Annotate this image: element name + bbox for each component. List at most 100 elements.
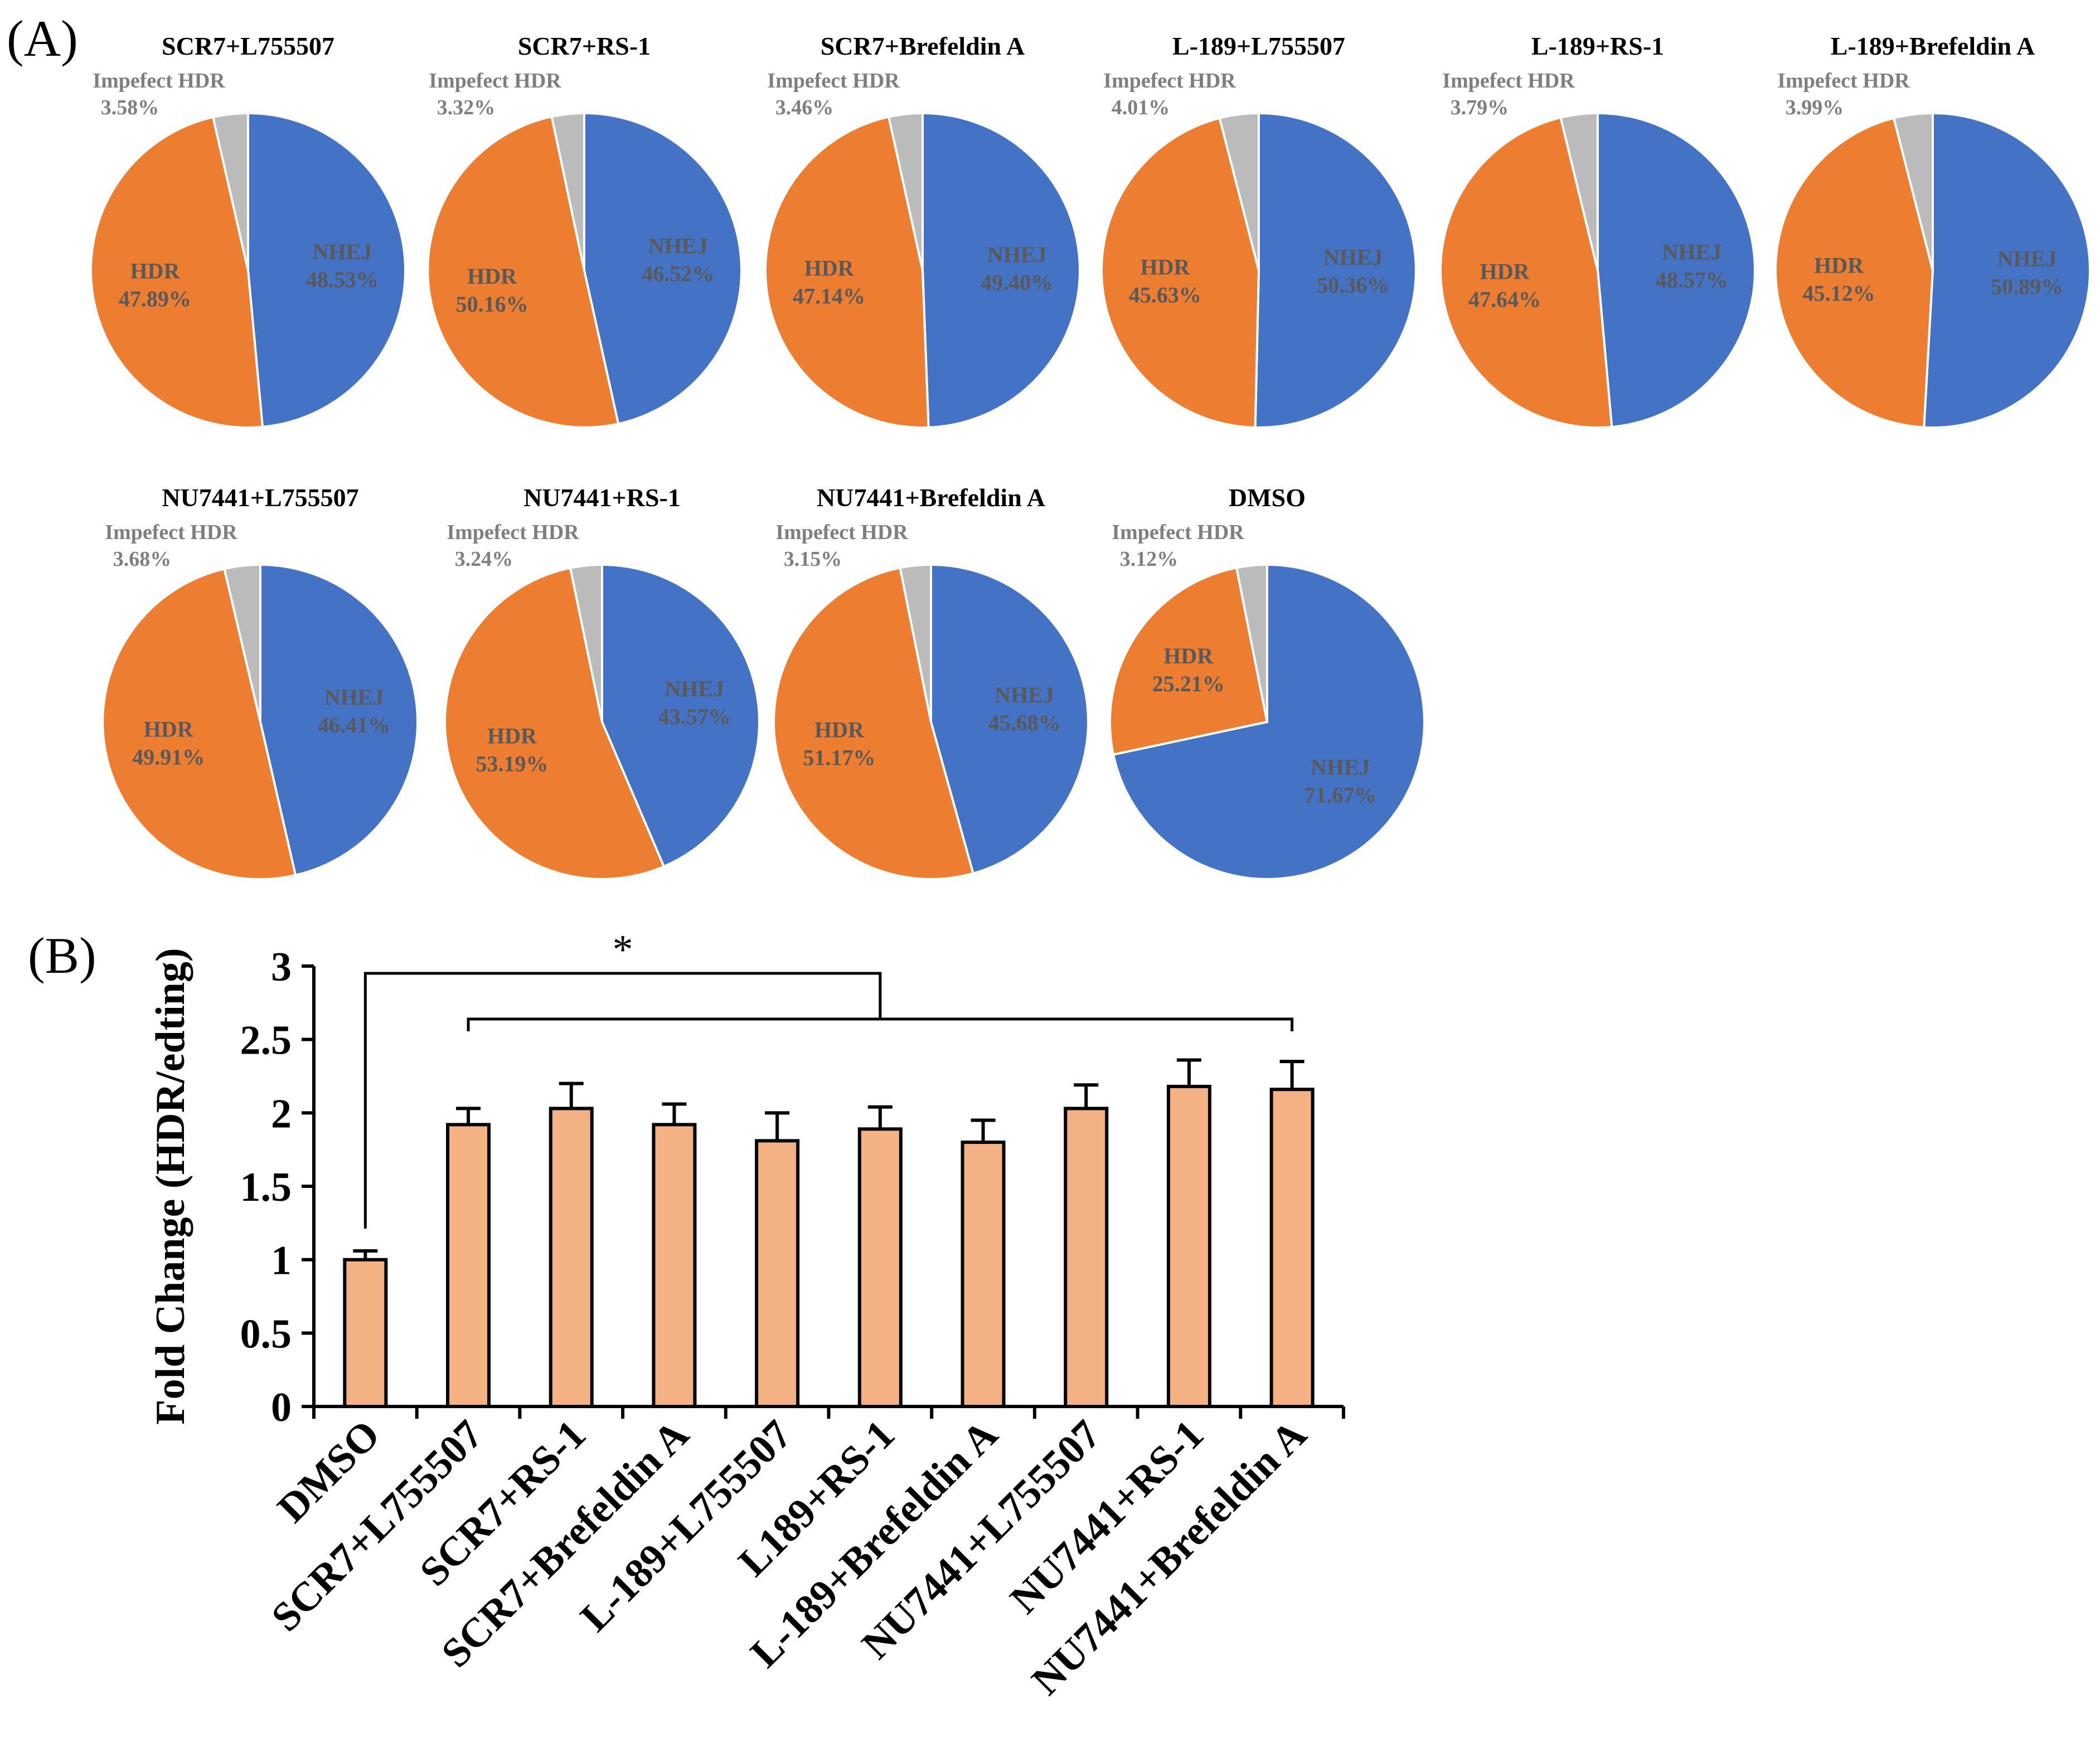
bar	[857, 1127, 903, 1409]
pie-slice-hdr	[764, 115, 930, 429]
pie-value-nhej: 43.57%	[658, 704, 731, 729]
pie-label-nhej: NHEJ	[995, 682, 1054, 707]
pie-value-hdr: 50.16%	[456, 292, 528, 317]
pie-label-impefect-hdr: Impefect HDR	[775, 521, 908, 544]
pie-value-impefect-hdr: 4.01%	[1112, 96, 1170, 119]
pie-value-nhej: 49.40%	[981, 270, 1053, 295]
pie-label-hdr: HDR	[804, 256, 855, 281]
pie-label-nhej: NHEJ	[1997, 246, 2057, 271]
pie-label-hdr: HDR	[1163, 643, 1214, 668]
pie-slice-nhej	[1112, 563, 1425, 880]
pie-label-hdr: HDR	[130, 259, 180, 284]
pie-value-nhej: 48.57%	[1656, 267, 1728, 292]
pie-title: NU7441+L755507	[162, 483, 358, 512]
pie-value-impefect-hdr: 3.58%	[101, 96, 159, 119]
pie-label-impefect-hdr: Impefect HDR	[1442, 69, 1575, 93]
bar	[755, 1139, 800, 1409]
pie-chart: L-189+RS-1 NHEJ 48.57% HDR 47.64% Impefect HD…	[1439, 32, 1756, 429]
pie-chart: SCR7+Brefeldin A NHEJ 49.40% HDR 47.14% Impef…	[764, 32, 1081, 429]
pie-title: NU7441+Brefeldin A	[817, 483, 1045, 512]
pie-value-hdr: 45.63%	[1129, 282, 1201, 307]
pie-label-hdr: HDR	[144, 716, 194, 741]
pie-label-impefect-hdr: Impefect HDR	[1777, 69, 1910, 93]
pie-value-nhej: 46.52%	[642, 261, 714, 287]
pie-title: DMSO	[1229, 483, 1306, 512]
pie-label-impefect-hdr: Impefect HDR	[1112, 521, 1244, 544]
pie-slice-nhej	[1597, 111, 1756, 429]
pie-slice-impefect-hdr	[1218, 111, 1260, 271]
pie-chart: SCR7+L755507 NHEJ 48.53% HDR 47.89% Impefect …	[89, 32, 407, 429]
y-tick-label: 0	[271, 1385, 292, 1430]
pie-label-hdr: HDR	[1140, 254, 1190, 279]
pie-value-impefect-hdr: 3.12%	[1120, 547, 1178, 571]
pie-value-impefect-hdr: 3.99%	[1786, 96, 1844, 119]
pie-slice-hdr	[1109, 566, 1269, 756]
pie-label-impefect-hdr: Impefect HDR	[767, 69, 900, 93]
pie-value-nhej: 50.89%	[1991, 274, 2063, 299]
pie-title: L-189+RS-1	[1531, 32, 1664, 60]
pie-label-impefect-hdr: Impefect HDR	[93, 69, 225, 93]
pie-value-impefect-hdr: 3.24%	[455, 547, 513, 571]
pie-value-impefect-hdr: 3.15%	[784, 547, 842, 571]
bar	[549, 1107, 594, 1408]
pie-value-impefect-hdr: 3.32%	[437, 96, 496, 119]
pie-label-nhej: NHEJ	[1323, 245, 1383, 270]
pie-title: SCR7+RS-1	[518, 32, 651, 60]
pie-slice-impefect-hdr	[899, 563, 932, 722]
pie-title: SCR7+L755507	[162, 32, 334, 60]
y-tick-label: 2	[271, 1091, 292, 1137]
pie-slice-nhej	[930, 563, 1089, 875]
pie-title: L-189+L755507	[1172, 32, 1345, 60]
pie-value-nhej: 71.67%	[1304, 782, 1376, 807]
pie-label-impefect-hdr: Impefect HDR	[1103, 69, 1236, 93]
pie-value-hdr: 49.91%	[132, 744, 205, 769]
pie-slice-impefect-hdr	[1235, 563, 1268, 722]
pie-chart: NU7441+Brefeldin A NHEJ 45.68% HDR 51.17% Imp…	[773, 483, 1089, 880]
pie-label-impefect-hdr: Impefect HDR	[429, 69, 561, 93]
y-tick-label: 1	[271, 1238, 292, 1284]
pie-slice-hdr	[101, 568, 297, 881]
pie-label-nhej: NHEJ	[648, 234, 708, 259]
pie-slice-hdr	[773, 566, 975, 880]
pie-value-nhej: 48.53%	[306, 267, 379, 292]
panel-b-label: (B)	[28, 927, 96, 984]
pie-label-impefect-hdr: Impefect HDR	[105, 521, 237, 544]
pie-slice-impefect-hdr	[887, 111, 924, 271]
pie-title: NU7441+RS-1	[523, 483, 681, 512]
pie-label-hdr: HDR	[814, 717, 865, 742]
y-axis-label: Fold Change (HDR/edting)	[148, 948, 193, 1424]
pie-label-nhej: NHEJ	[1662, 239, 1722, 264]
pie-label-nhej: NHEJ	[665, 676, 724, 701]
bar	[1269, 1088, 1315, 1408]
pie-value-hdr: 45.12%	[1803, 280, 1875, 305]
pie-label-hdr: HDR	[487, 724, 537, 749]
significance-bracket-outer	[363, 972, 882, 1229]
pie-slice-nhej	[922, 111, 1081, 429]
pie-slice-hdr	[89, 115, 264, 429]
pie-charts-panel: SCR7+L755507 NHEJ 48.53% HDR 47.89% Impefect …	[89, 32, 2091, 881]
pie-value-impefect-hdr: 3.46%	[775, 96, 834, 119]
pie-label-nhej: NHEJ	[987, 242, 1047, 267]
pie-slice-impefect-hdr	[1559, 111, 1599, 271]
pie-value-hdr: 47.89%	[119, 287, 191, 312]
pie-slice-nhej	[1923, 111, 2091, 429]
y-tick-label: 2.5	[240, 1018, 292, 1064]
pie-value-nhej: 45.68%	[988, 710, 1061, 735]
bar	[961, 1141, 1006, 1408]
pie-slice-nhej	[1254, 111, 1417, 429]
pie-slice-impefect-hdr	[1892, 111, 1934, 271]
pie-label-impefect-hdr: Impefect HDR	[447, 521, 579, 544]
pie-value-hdr: 25.21%	[1152, 671, 1225, 696]
y-tick-label: 0.5	[240, 1311, 292, 1357]
y-tick-label: 3	[271, 944, 292, 990]
y-tick-label: 1.5	[240, 1165, 292, 1210]
pie-slice-hdr	[1100, 117, 1260, 429]
pie-slice-hdr	[1439, 116, 1613, 429]
pie-slice-impefect-hdr	[222, 563, 261, 722]
pie-chart: DMSO NHEJ 71.67% HDR 25.21% Impefect HDR 3.12%	[1109, 483, 1425, 880]
pie-slice-hdr	[426, 115, 620, 429]
pie-slice-nhej	[259, 563, 419, 877]
